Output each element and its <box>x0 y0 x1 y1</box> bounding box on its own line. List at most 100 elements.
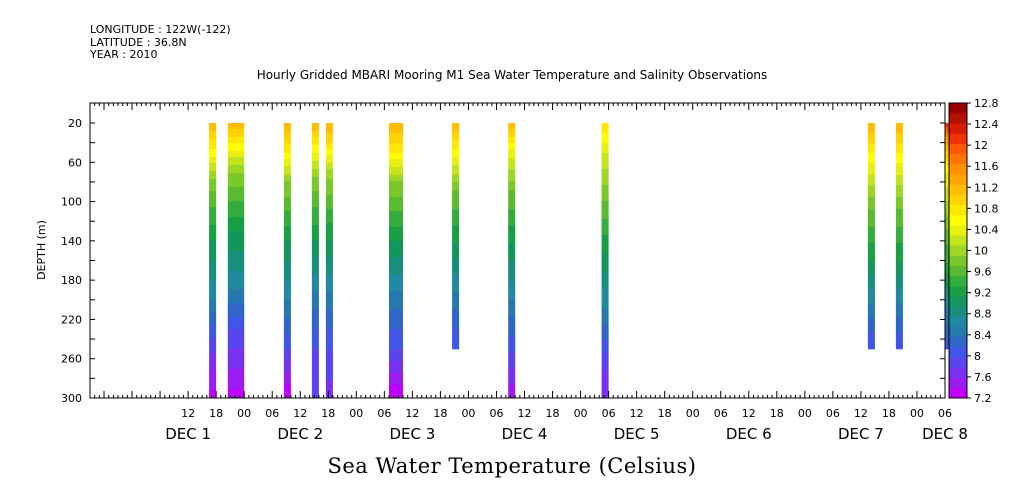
temperature-cell <box>508 161 516 164</box>
temperature-cell <box>227 285 245 288</box>
temperature-cell <box>325 287 333 290</box>
temperature-cell <box>311 249 319 252</box>
temperature-cell <box>867 279 875 282</box>
temperature-cell <box>209 357 217 360</box>
temperature-cell <box>311 391 319 394</box>
temperature-cell <box>508 381 516 384</box>
temperature-cell <box>508 361 516 364</box>
temperature-cell <box>209 187 217 190</box>
temperature-cell <box>867 275 875 278</box>
temperature-cell <box>311 139 319 142</box>
temperature-cell <box>389 329 403 332</box>
profile-column-5 <box>325 123 333 399</box>
temperature-cell <box>867 255 875 258</box>
temperature-cell <box>895 311 903 314</box>
temperature-cell <box>283 333 291 336</box>
temperature-cell <box>227 141 245 144</box>
temperature-cell <box>867 345 875 348</box>
temperature-cell <box>867 211 875 214</box>
temperature-cell <box>867 221 875 224</box>
temperature-cell <box>227 157 245 160</box>
temperature-cell <box>895 233 903 236</box>
temperature-cell <box>895 187 903 190</box>
temperature-cell <box>283 225 291 228</box>
temperature-cell <box>508 305 516 308</box>
temperature-cell <box>508 193 516 196</box>
temperature-cell <box>311 387 319 390</box>
temperature-cell <box>508 357 516 360</box>
temperature-cell <box>325 311 333 314</box>
temperature-cell <box>283 163 291 166</box>
colorbar-label: 12.4 <box>974 118 999 131</box>
temperature-cell <box>209 259 217 262</box>
temperature-cell <box>283 213 291 216</box>
temperature-cell <box>867 233 875 236</box>
temperature-cell <box>311 141 319 144</box>
temperature-cell <box>389 331 403 334</box>
temperature-cell <box>389 369 403 372</box>
temperature-cell <box>283 269 291 272</box>
temperature-cell <box>209 271 217 274</box>
temperature-cell <box>601 245 609 248</box>
temperature-cell <box>283 275 291 278</box>
temperature-cell <box>895 175 903 178</box>
temperature-cell <box>283 359 291 362</box>
temperature-cell <box>601 367 609 370</box>
temperature-cell <box>389 293 403 296</box>
temperature-cell <box>508 391 516 394</box>
temperature-cell <box>895 185 903 188</box>
temperature-cell <box>508 379 516 382</box>
temperature-cell <box>227 207 245 210</box>
temperature-cell <box>389 391 403 394</box>
temperature-cell <box>452 183 460 186</box>
temperature-cell <box>508 223 516 226</box>
temperature-cell <box>452 203 460 206</box>
temperature-cell <box>227 155 245 158</box>
temperature-cell <box>227 209 245 212</box>
temperature-cell <box>389 307 403 310</box>
temperature-cell <box>325 285 333 288</box>
temperature-cell <box>508 303 516 306</box>
temperature-cell <box>601 343 609 346</box>
temperature-cell <box>311 385 319 388</box>
colorbar-swatch <box>949 113 967 124</box>
temperature-cell <box>325 303 333 306</box>
temperature-cell <box>227 339 245 342</box>
temperature-cell <box>311 233 319 236</box>
x-hour-label: 12 <box>405 407 419 420</box>
temperature-cell <box>209 141 217 144</box>
temperature-cell <box>209 273 217 276</box>
temperature-cell <box>452 315 460 318</box>
temperature-cell <box>389 229 403 232</box>
temperature-cell <box>452 245 460 248</box>
temperature-cell <box>867 169 875 172</box>
temperature-cell <box>895 253 903 256</box>
temperature-cell <box>601 209 609 212</box>
temperature-cell <box>895 123 903 126</box>
temperature-cell <box>508 293 516 296</box>
temperature-cell <box>209 353 217 356</box>
temperature-cell <box>283 171 291 174</box>
colorbar-swatch <box>949 235 967 246</box>
temperature-cell <box>452 223 460 226</box>
temperature-cell <box>452 257 460 260</box>
temperature-cell <box>283 345 291 348</box>
temperature-cell <box>389 209 403 212</box>
temperature-cell <box>867 175 875 178</box>
temperature-cell <box>601 247 609 250</box>
temperature-cell <box>389 139 403 142</box>
temperature-cell <box>389 171 403 174</box>
temperature-cell <box>283 295 291 298</box>
temperature-cell <box>325 267 333 270</box>
temperature-cell <box>601 153 609 156</box>
temperature-cell <box>452 229 460 232</box>
temperature-cell <box>389 175 403 178</box>
temperature-cell <box>325 319 333 322</box>
temperature-cell <box>227 393 245 396</box>
colorbar-label: 10.8 <box>974 202 999 215</box>
temperature-cell <box>867 263 875 266</box>
temperature-cell <box>325 131 333 134</box>
temperature-cell <box>209 203 217 206</box>
temperature-cell <box>283 277 291 280</box>
temperature-cell <box>867 303 875 306</box>
